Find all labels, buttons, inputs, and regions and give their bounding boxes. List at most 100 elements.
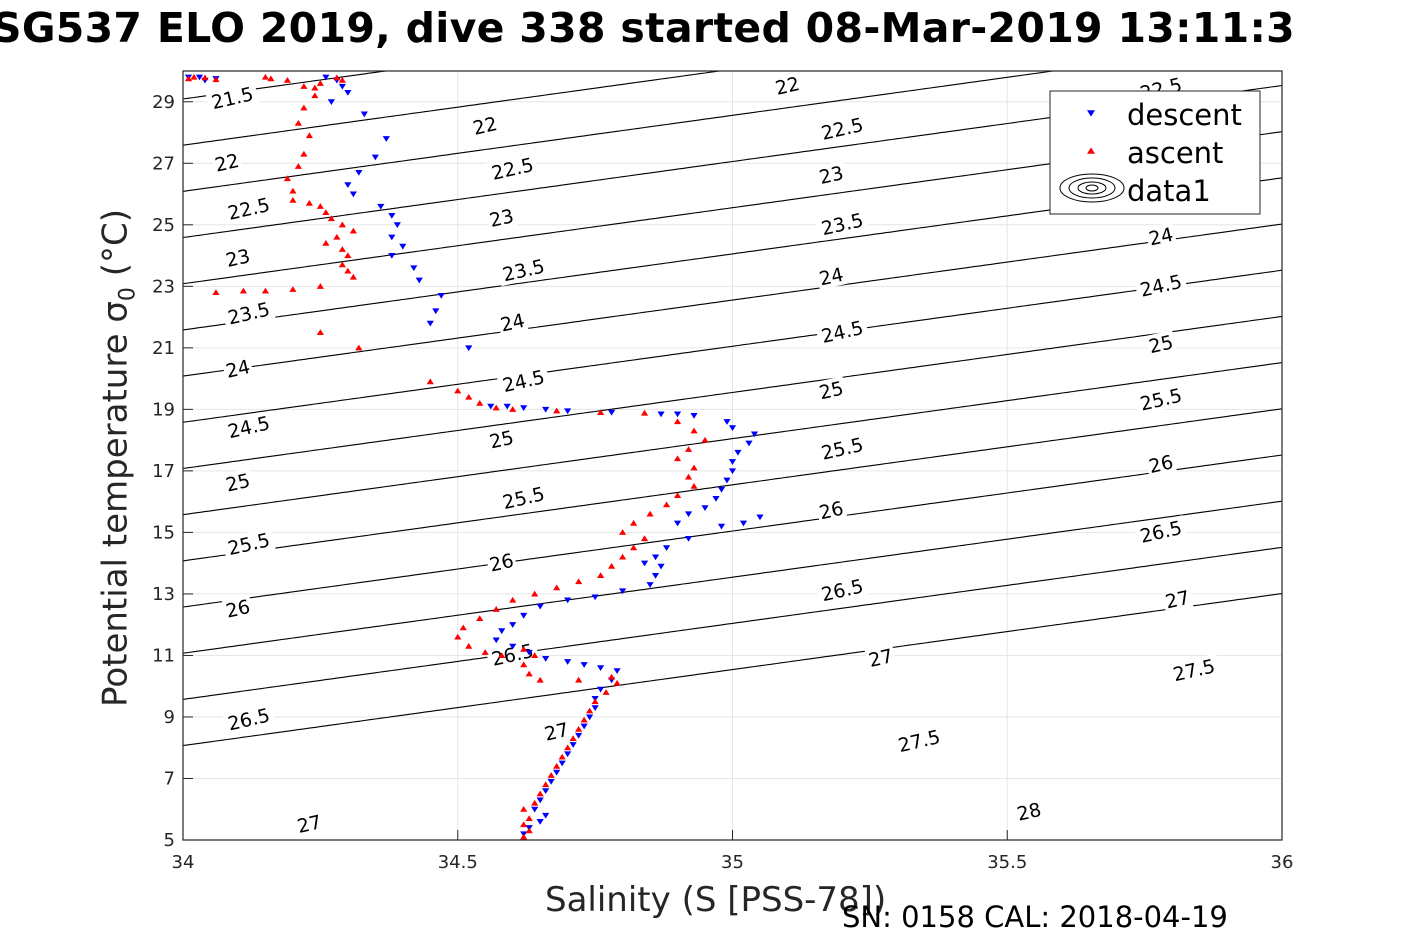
data-point: [586, 707, 594, 714]
x-axis-label: Salinity (S [PSS-78]): [545, 880, 887, 920]
data-point: [701, 436, 709, 443]
contour-label-bg: [815, 376, 848, 404]
grid: [182, 71, 1283, 841]
contour-label-text: 27.5: [1171, 655, 1217, 686]
legend-label: ascent: [1127, 136, 1223, 170]
data-point: [344, 90, 352, 96]
data-point: [712, 496, 720, 502]
contour-label: 24: [1144, 222, 1177, 251]
data-point: [520, 806, 528, 812]
data-point: [646, 510, 654, 517]
data-point: [684, 446, 693, 452]
data-point: [201, 74, 209, 81]
data-point: [454, 633, 462, 640]
data-point: [333, 233, 341, 240]
contour-label-bg: [293, 809, 326, 838]
contour-label-bg: [815, 573, 870, 607]
data-point: [322, 240, 330, 246]
contour-label-text: 24.5: [226, 412, 272, 443]
data-point: [289, 196, 297, 203]
y-tick-label: 9: [164, 707, 175, 728]
data-point: [355, 169, 363, 176]
x-tick-label: 35: [721, 852, 744, 873]
data-point: [316, 203, 324, 209]
y-tick-label: 25: [152, 215, 175, 236]
data-point: [553, 762, 561, 769]
contour-label-text: 24: [224, 356, 253, 383]
data-point: [481, 649, 489, 655]
data-point: [349, 227, 357, 234]
data-point: [509, 406, 517, 412]
data-point: [591, 705, 599, 711]
data-point: [300, 104, 308, 111]
data-point: [338, 221, 346, 228]
contour-label-text: 26.5: [1138, 517, 1184, 548]
contour-label: 26.5: [485, 638, 540, 671]
data-point: [410, 265, 418, 272]
contour-label-text: 27: [295, 811, 324, 838]
contour-label-text: 23: [224, 245, 253, 272]
contour-label-text: 23: [487, 205, 516, 232]
data-point: [338, 261, 346, 268]
contour-label-bg: [864, 643, 897, 672]
data-point: [520, 612, 528, 619]
data-point: [701, 505, 709, 512]
contour-label: 21.5: [205, 81, 260, 115]
data-point: [673, 492, 682, 499]
data-point: [305, 132, 313, 139]
data-point: [289, 286, 297, 292]
data-point: [536, 676, 544, 683]
contour-label: 22: [210, 148, 243, 177]
data-point: [564, 408, 572, 415]
data-point: [498, 628, 506, 635]
contour-label-text: 26: [487, 550, 516, 577]
contour-label-bg: [771, 71, 804, 100]
contour-label-text: 28: [1015, 799, 1044, 826]
y-axis-label: Potential temperature σ0 (°C): [95, 209, 141, 707]
data-point: [190, 73, 198, 80]
contour-label: 24: [221, 354, 254, 383]
contour-label-bg: [205, 81, 260, 115]
data-point: [608, 673, 616, 680]
contour-label-text: 26: [224, 596, 253, 623]
data-series: [184, 73, 764, 840]
data-point: [476, 399, 484, 406]
data-point: [613, 679, 621, 686]
data-point: [283, 76, 292, 83]
contour-label-bg: [221, 243, 254, 272]
x-tick-label: 34: [172, 852, 195, 873]
contour-label-text: 27: [867, 645, 896, 672]
data-point: [553, 769, 561, 776]
data-point: [580, 662, 588, 668]
contour-label: 23: [815, 160, 848, 189]
contour-label-text: 22.5: [490, 154, 536, 185]
contour-label: 25.5: [496, 481, 551, 514]
contour-label-bg: [815, 315, 870, 348]
data-point: [619, 553, 627, 560]
y-tick-label: 21: [152, 338, 175, 359]
contour-label-text: 23.5: [819, 209, 865, 240]
contour-label-text: 26.5: [226, 705, 272, 736]
contour-label: 22.5: [485, 152, 540, 185]
data-point: [388, 253, 396, 259]
contour-label-bg: [468, 111, 502, 140]
contour-line: [183, 71, 1058, 192]
data-point: [651, 554, 660, 561]
contour-label-text: 24.5: [1138, 271, 1184, 302]
data-point: [745, 440, 753, 447]
y-tick-label: 23: [152, 276, 175, 297]
data-point: [465, 642, 473, 649]
contour-label-bg: [496, 481, 551, 514]
legend-contour-ring: [1085, 184, 1099, 192]
data-point: [739, 520, 748, 527]
contour-label: 25: [815, 376, 848, 404]
data-point: [673, 520, 682, 527]
contour-label: 24.5: [815, 315, 870, 348]
y-tick-label: 27: [152, 153, 175, 174]
data-point: [492, 404, 500, 411]
contour-label-bg: [1134, 382, 1188, 416]
data-point: [640, 535, 649, 542]
contour-label-bg: [221, 410, 276, 444]
data-point: [597, 572, 605, 578]
